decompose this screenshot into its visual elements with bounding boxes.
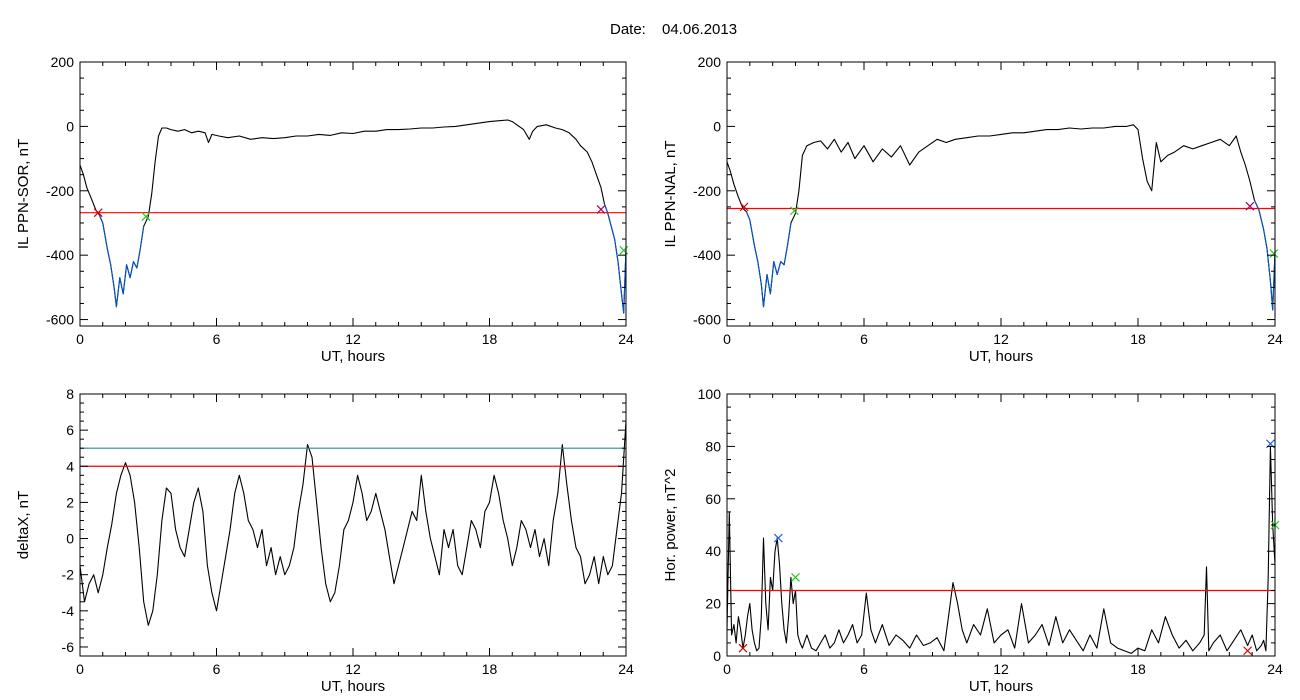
y-tick-label: 40	[705, 543, 721, 559]
x-tick-label: 6	[213, 661, 221, 677]
x-tick-label: 24	[618, 661, 634, 677]
marker-3	[596, 205, 606, 214]
y-tick-label: 0	[713, 648, 721, 664]
x-tick-label: 24	[618, 331, 634, 347]
y-tick-label: -200	[693, 183, 721, 199]
marker-stroke	[739, 202, 749, 212]
marker-1	[739, 202, 749, 212]
x-tick-label: 0	[723, 331, 731, 347]
x-tick-label: 18	[1130, 331, 1146, 347]
x-tick-label: 12	[345, 331, 361, 347]
y-axis-label: IL PPN-NAL, nT	[662, 141, 679, 248]
series-line-3	[603, 203, 627, 314]
marker-2	[789, 206, 799, 216]
y-tick-label: 4	[66, 458, 74, 474]
marker-1	[738, 643, 748, 653]
marker-3	[791, 572, 800, 582]
x-axis-label: UT, hours	[321, 348, 385, 365]
x-tick-label: 12	[993, 331, 1009, 347]
marker-4	[1269, 249, 1279, 258]
y-tick-label: 0	[713, 118, 721, 134]
marker-stroke	[1245, 201, 1255, 211]
x-tick-label: 0	[723, 661, 731, 677]
marker-2	[141, 212, 151, 221]
series-line-2	[98, 214, 145, 308]
x-tick-label: 18	[482, 661, 498, 677]
y-tick-label: 100	[698, 386, 722, 402]
plot-1: 0 6 12 18 24 -600 -400 -200 0 200 UT, hours IL PPN-…	[15, 54, 634, 365]
y-tick-label: -4	[62, 603, 75, 619]
x-tick-label: 6	[860, 331, 868, 347]
marker-stroke	[738, 643, 748, 653]
x-tick-label: 18	[1130, 661, 1146, 677]
y-tick-label: 6	[66, 422, 74, 438]
plot-2: 0 6 12 18 24 -600 -400 -200 0 200 UT, hours IL PPN-…	[662, 54, 1283, 365]
x-tick-label: 6	[860, 661, 868, 677]
series-line-2	[745, 211, 792, 308]
plot-frame	[79, 61, 627, 327]
x-axis-label: UT, hours	[969, 348, 1033, 365]
series-line-3	[1254, 200, 1276, 311]
y-tick-label: 0	[66, 118, 74, 134]
x-tick-label: 0	[76, 331, 84, 347]
y-tick-label: 60	[705, 491, 721, 507]
y-tick-label: 80	[705, 438, 721, 454]
y-tick-label: 0	[66, 531, 74, 547]
y-tick-label: -400	[693, 247, 721, 263]
marker-4	[1243, 646, 1253, 656]
y-axis-label: IL PPN-SOR, nT	[15, 139, 32, 249]
y-axis-label: deltaX, nT	[15, 491, 32, 559]
x-tick-label: 12	[345, 661, 361, 677]
marker-3	[1245, 201, 1255, 211]
y-tick-label: 8	[66, 386, 74, 402]
y-tick-label: 2	[66, 494, 74, 510]
series-line-1	[79, 421, 627, 626]
marker-2	[773, 533, 783, 543]
y-axis-label: Hor. power, nT^2	[662, 469, 679, 582]
series-line-1	[726, 124, 1276, 311]
marker-stroke	[789, 206, 799, 216]
y-tick-label: -6	[62, 639, 75, 655]
y-tick-label: 200	[698, 54, 722, 70]
x-axis-label: UT, hours	[321, 678, 385, 695]
x-tick-label: 24	[1267, 661, 1283, 677]
x-axis-label: UT, hours	[969, 678, 1033, 695]
marker-stroke	[1269, 249, 1279, 258]
marker-stroke	[1243, 646, 1253, 656]
plot-frame	[726, 393, 1276, 657]
x-tick-label: 0	[76, 661, 84, 677]
y-tick-label: 200	[51, 54, 75, 70]
y-tick-label: -600	[46, 312, 74, 328]
marker-1	[93, 208, 103, 218]
series-line-1	[726, 445, 1276, 654]
y-tick-label: -2	[62, 567, 75, 583]
x-tick-label: 6	[213, 331, 221, 347]
marker-stroke	[93, 208, 103, 218]
series-line-1	[79, 119, 627, 314]
marker-stroke	[141, 212, 151, 221]
marker-4	[619, 245, 629, 255]
y-tick-label: -600	[693, 312, 721, 328]
marker-stroke	[596, 205, 606, 214]
x-tick-label: 12	[993, 661, 1009, 677]
y-tick-label: 20	[705, 596, 721, 612]
x-tick-label: 18	[482, 331, 498, 347]
y-tick-label: -200	[46, 183, 74, 199]
marker-stroke	[773, 533, 783, 543]
figure-date: 04.06.2013	[662, 21, 737, 38]
plot-frame	[726, 61, 1276, 327]
x-tick-label: 24	[1267, 331, 1283, 347]
figure-title-prefix: Date:	[610, 21, 646, 38]
marker-stroke	[791, 572, 800, 582]
plot-4: 0 6 12 18 24 0 20 40 60 80 100 UT, hours Hor. power,…	[662, 386, 1283, 695]
y-tick-label: -400	[46, 247, 74, 263]
